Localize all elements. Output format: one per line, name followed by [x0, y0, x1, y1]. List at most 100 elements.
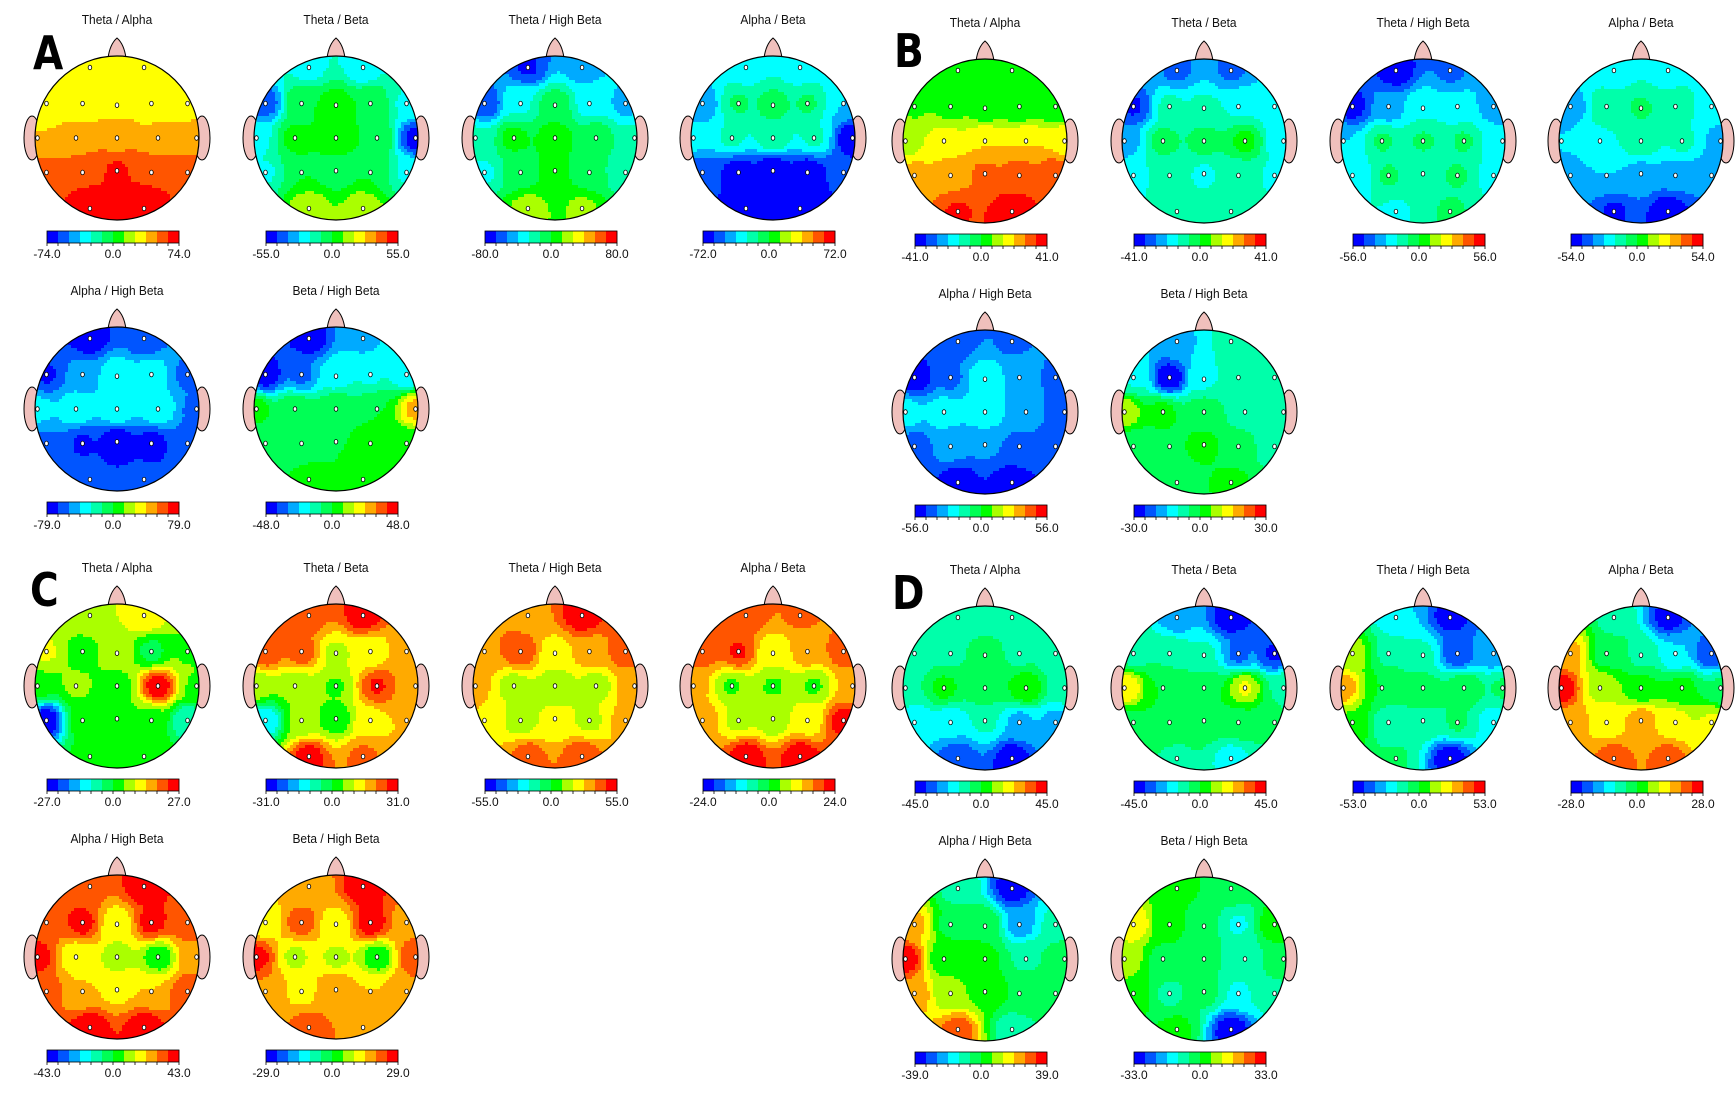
colorbar-min-label: -72.0: [689, 247, 717, 261]
map-title: Theta / High Beta: [463, 560, 647, 575]
nose-icon: [1195, 312, 1213, 332]
topomap-b-alpha-beta: Alpha / Beta -54.0 0.0 54.0: [1541, 15, 1735, 270]
colorbar-step: [824, 779, 835, 791]
electrode-c3: [512, 136, 516, 141]
colorbar-step: [1255, 1052, 1266, 1064]
electrode-t4: [195, 136, 199, 141]
map-title: Alpha / High Beta: [25, 283, 209, 298]
colorbar-step: [1156, 781, 1167, 793]
electrode-fp2: [1666, 615, 1670, 620]
nose-icon: [327, 38, 345, 58]
electrode-fp2: [1666, 68, 1670, 73]
colorbar: -27.0 0.0 27.0: [33, 779, 191, 809]
colorbar-mid-label: 0.0: [1192, 797, 1209, 811]
electrode-f8: [405, 649, 409, 654]
electrode-p4: [1237, 720, 1241, 725]
colorbar: -55.0 0.0 55.0: [471, 779, 629, 809]
electrode-f4: [806, 649, 810, 654]
electrode-p4: [1237, 444, 1241, 449]
colorbar-step: [1167, 1052, 1178, 1064]
colorbar-step: [387, 231, 398, 243]
colorbar-step: [135, 779, 146, 791]
colorbar-step: [102, 502, 113, 514]
electrode-f8: [1492, 104, 1496, 109]
electrode-fz: [1639, 106, 1643, 111]
electrode-c3: [942, 686, 946, 691]
electrode-pz: [1202, 443, 1206, 448]
electrode-o1: [307, 477, 311, 482]
colorbar-step: [288, 1050, 299, 1062]
electrode-t6: [405, 441, 409, 446]
electrode-f7: [701, 101, 705, 106]
electrode-t4: [1501, 686, 1505, 691]
scalp-map: -30.0 0.0 30.0: [1104, 302, 1304, 542]
electrode-c3: [730, 136, 734, 141]
colorbar: -31.0 0.0 31.0: [252, 779, 410, 809]
colorbar-step: [981, 781, 992, 793]
electrode-fz: [1202, 924, 1206, 929]
electrode-f3: [81, 920, 85, 925]
electrode-fp1: [744, 65, 748, 70]
colorbar-min-label: -56.0: [901, 521, 929, 535]
electrode-c4: [1024, 139, 1028, 144]
colorbar-step: [981, 505, 992, 517]
nose-icon: [546, 586, 564, 606]
colorbar-max-label: 53.0: [1473, 797, 1497, 811]
colorbar-step: [562, 779, 573, 791]
colorbar-step: [780, 231, 791, 243]
nose-icon: [1414, 41, 1432, 61]
electrode-fp2: [361, 613, 365, 618]
electrode-f4: [588, 649, 592, 654]
electrode-f8: [842, 101, 846, 106]
colorbar-step: [58, 779, 69, 791]
colorbar-step: [91, 1050, 102, 1062]
electrode-f4: [588, 101, 592, 106]
colorbar-step: [725, 231, 736, 243]
colorbar-mid-label: 0.0: [973, 797, 990, 811]
electrode-t4: [195, 407, 199, 412]
colorbar-step: [1200, 1052, 1211, 1064]
electrode-pz: [1639, 172, 1643, 177]
electrode-f4: [1237, 651, 1241, 656]
colorbar-step: [113, 779, 124, 791]
electrode-fz: [115, 374, 119, 379]
electrode-pz: [1639, 719, 1643, 724]
colorbar-step: [1200, 781, 1211, 793]
electrode-t5: [45, 989, 49, 994]
colorbar-step: [1211, 505, 1222, 517]
colorbar: -55.0 0.0 55.0: [252, 231, 410, 261]
electrode-c3: [293, 955, 297, 960]
electrode-t6: [624, 718, 628, 723]
nose-icon: [327, 586, 345, 606]
colorbar-step: [1626, 234, 1637, 246]
electrode-fp2: [580, 65, 584, 70]
electrode-p4: [1237, 173, 1241, 178]
electrode-fz: [334, 103, 338, 108]
topomap-c-theta-alpha: Theta / Alpha -27.0 0.0 27.0: [17, 560, 217, 815]
electrode-t5: [483, 170, 487, 175]
electrode-fz: [1421, 106, 1425, 111]
electrode-cz: [334, 955, 338, 960]
electrode-f4: [806, 101, 810, 106]
topomap-a-theta-high-beta: Theta / High Beta -80.0 0.0 80.0: [455, 12, 655, 267]
electrode-t6: [405, 170, 409, 175]
electrode-f7: [913, 922, 917, 927]
electrode-c4: [1243, 686, 1247, 691]
electrode-f4: [1237, 104, 1241, 109]
electrode-o2: [1010, 756, 1014, 761]
colorbar-step: [1593, 234, 1604, 246]
electrode-fz: [1421, 653, 1425, 658]
colorbar: -39.0 0.0 39.0: [901, 1052, 1059, 1082]
colorbar-step: [1419, 781, 1430, 793]
colorbar-max-label: 31.0: [386, 795, 410, 809]
colorbar-step: [937, 781, 948, 793]
colorbar-step: [959, 505, 970, 517]
electrode-p4: [1018, 444, 1022, 449]
colorbar-step: [758, 779, 769, 791]
electrode-t4: [195, 684, 199, 689]
colorbar-step: [1014, 1052, 1025, 1064]
topomap-c-beta-high-beta: Beta / High Beta -29.0 0.0 29.0: [236, 831, 436, 1086]
electrode-fz: [983, 924, 987, 929]
electrode-o1: [1175, 1027, 1179, 1032]
electrode-p3: [949, 720, 953, 725]
